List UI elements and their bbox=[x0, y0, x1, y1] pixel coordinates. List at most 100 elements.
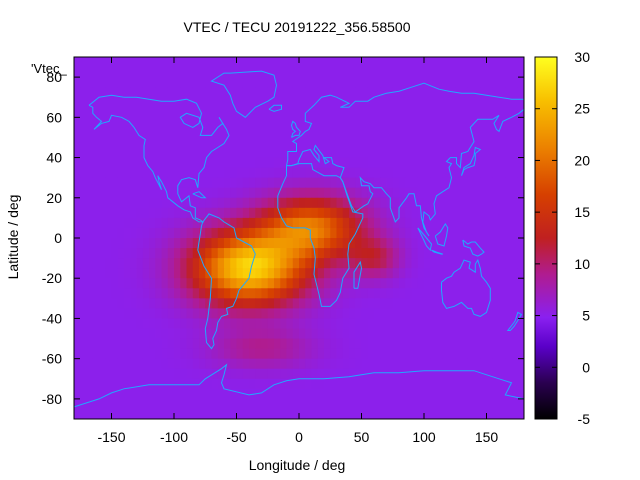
heatmap-cell bbox=[442, 298, 450, 309]
heatmap-cell bbox=[336, 207, 344, 219]
heatmap-cell bbox=[167, 368, 175, 380]
heatmap-cell bbox=[411, 127, 419, 139]
heatmap-cell bbox=[117, 388, 125, 400]
heatmap-cell bbox=[249, 268, 256, 279]
heatmap-cell bbox=[411, 248, 419, 259]
heatmap-cell bbox=[80, 57, 88, 68]
heatmap-cell bbox=[180, 388, 188, 400]
heatmap-cell bbox=[92, 137, 100, 149]
heatmap-cell bbox=[199, 87, 206, 98]
heatmap-cell bbox=[199, 207, 206, 219]
heatmap-cell bbox=[292, 67, 300, 78]
heatmap-cell bbox=[355, 217, 363, 229]
heatmap-cell bbox=[192, 348, 200, 360]
heatmap-cell bbox=[192, 97, 200, 108]
heatmap-cell bbox=[474, 358, 481, 370]
heatmap-cell bbox=[186, 298, 194, 309]
heatmap-cell bbox=[174, 97, 181, 108]
heatmap-cell bbox=[117, 278, 125, 289]
heatmap-cell bbox=[149, 217, 156, 229]
heatmap-cell bbox=[442, 177, 450, 189]
heatmap-cell bbox=[236, 57, 244, 68]
heatmap-cell bbox=[217, 107, 225, 118]
heatmap-cell bbox=[480, 227, 488, 239]
heatmap-cell bbox=[367, 167, 375, 179]
heatmap-cell bbox=[136, 338, 144, 350]
heatmap-cell bbox=[261, 278, 269, 289]
heatmap-cell bbox=[367, 207, 375, 219]
heatmap-cell bbox=[236, 157, 244, 169]
heatmap-cell bbox=[130, 107, 138, 118]
heatmap-cell bbox=[130, 308, 138, 320]
heatmap-cell bbox=[186, 268, 194, 279]
heatmap-cell bbox=[380, 408, 388, 419]
heatmap-cell bbox=[399, 217, 406, 229]
heatmap-cell bbox=[186, 308, 194, 320]
heatmap-cell bbox=[349, 187, 356, 199]
heatmap-cell bbox=[480, 217, 488, 229]
heatmap-cell bbox=[411, 368, 419, 380]
heatmap-cell bbox=[330, 268, 338, 279]
heatmap-cell bbox=[92, 107, 100, 118]
heatmap-cell bbox=[442, 77, 450, 88]
heatmap-cell bbox=[130, 258, 138, 269]
heatmap-cell bbox=[105, 197, 113, 209]
heatmap-cell bbox=[455, 278, 463, 289]
heatmap-cell bbox=[492, 358, 500, 370]
heatmap-cell bbox=[299, 288, 306, 299]
heatmap-cell bbox=[180, 67, 188, 78]
heatmap-cell bbox=[249, 77, 256, 88]
heatmap-cell bbox=[517, 318, 524, 330]
heatmap-cell bbox=[505, 167, 513, 179]
heatmap-cell bbox=[374, 217, 381, 229]
heatmap-cell bbox=[224, 338, 231, 350]
heatmap-cell bbox=[105, 157, 113, 169]
heatmap-cell bbox=[499, 67, 506, 78]
heatmap-cell bbox=[455, 97, 463, 108]
heatmap-cell bbox=[186, 368, 194, 380]
heatmap-cell bbox=[342, 358, 350, 370]
heatmap-cell bbox=[411, 197, 419, 209]
heatmap-cell bbox=[380, 207, 388, 219]
heatmap-cell bbox=[480, 57, 488, 68]
heatmap-cell bbox=[480, 358, 488, 370]
heatmap-cell bbox=[111, 177, 119, 189]
heatmap-cell bbox=[249, 368, 256, 380]
heatmap-cell bbox=[374, 358, 381, 370]
heatmap-cell bbox=[411, 77, 419, 88]
heatmap-cell bbox=[111, 238, 119, 249]
heatmap-cell bbox=[442, 328, 450, 340]
heatmap-cell bbox=[392, 197, 400, 209]
heatmap-cell bbox=[211, 298, 219, 309]
heatmap-cell bbox=[486, 197, 494, 209]
heatmap-cell bbox=[255, 177, 263, 189]
heatmap-cell bbox=[230, 388, 238, 400]
heatmap-cell bbox=[399, 57, 406, 68]
heatmap-cell bbox=[355, 268, 363, 279]
heatmap-cell bbox=[517, 67, 524, 78]
heatmap-cell bbox=[124, 187, 131, 199]
heatmap-cell bbox=[430, 378, 438, 390]
heatmap-cell bbox=[280, 338, 288, 350]
heatmap-cell bbox=[405, 107, 413, 118]
heatmap-cell bbox=[399, 348, 406, 360]
heatmap-cell bbox=[274, 388, 281, 400]
heatmap-cell bbox=[111, 107, 119, 118]
heatmap-cell bbox=[92, 117, 100, 128]
heatmap-cell bbox=[205, 187, 213, 199]
heatmap-cell bbox=[224, 87, 231, 98]
heatmap-cell bbox=[186, 348, 194, 360]
heatmap-cell bbox=[511, 298, 519, 309]
heatmap-cell bbox=[461, 177, 469, 189]
heatmap-cell bbox=[74, 328, 81, 340]
heatmap-cell bbox=[467, 97, 475, 108]
heatmap-cell bbox=[236, 238, 244, 249]
heatmap-cell bbox=[205, 57, 213, 68]
heatmap-cell bbox=[374, 227, 381, 239]
heatmap-cell bbox=[430, 268, 438, 279]
heatmap-cell bbox=[367, 368, 375, 380]
heatmap-cell bbox=[199, 197, 206, 209]
heatmap-cell bbox=[186, 167, 194, 179]
heatmap-cell bbox=[142, 197, 150, 209]
heatmap-cell bbox=[474, 288, 481, 299]
